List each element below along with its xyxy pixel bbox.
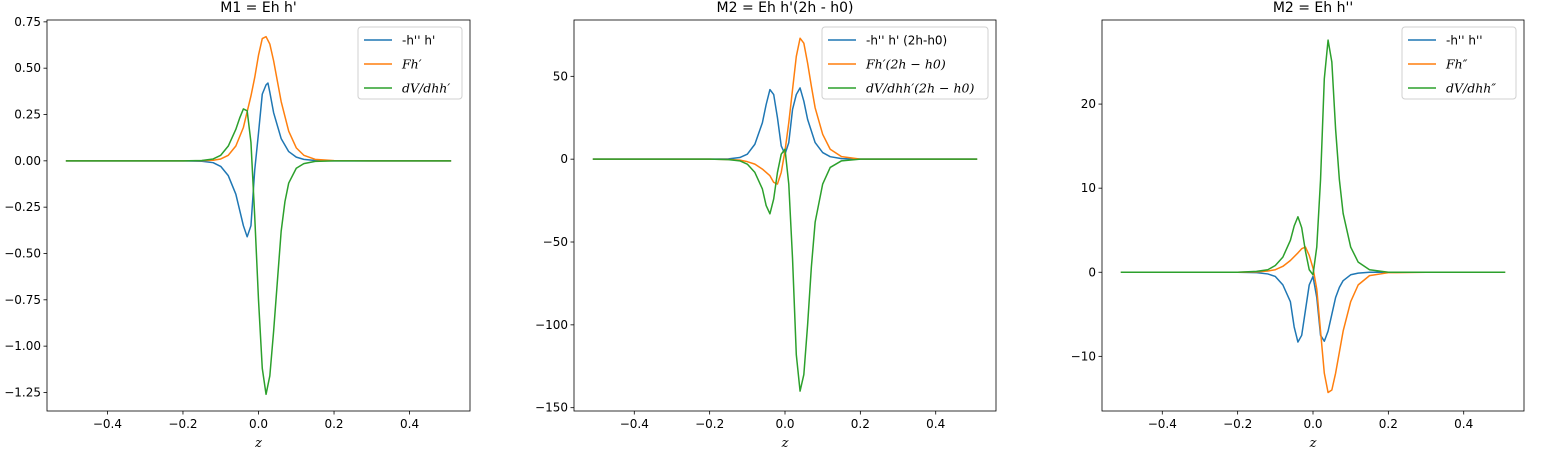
legend: -h'' h' Fh′ dV/dhh′ <box>357 26 463 100</box>
legend-entry: -h'' h'' <box>1446 34 1483 48</box>
y-tick-label: 0.50 <box>14 61 41 75</box>
x-tick-label: 0.0 <box>1303 417 1322 431</box>
x-tick-label: −0.2 <box>168 417 197 431</box>
legend-entry: dV/dhh″ <box>1446 81 1496 96</box>
legend-entry: -h'' h' <box>402 34 435 48</box>
x-tick-label: −0.4 <box>93 417 122 431</box>
legend-box <box>1401 26 1517 100</box>
y-tick-label: −0.50 <box>4 246 41 260</box>
series-line-1 <box>1120 271 1506 343</box>
x-tick-label: −0.4 <box>620 417 649 431</box>
x-tick-label: 0.2 <box>1379 417 1398 431</box>
y-tick-label: 50 <box>553 69 568 83</box>
series-line-1 <box>65 82 452 238</box>
y-tick-label: 20 <box>1081 97 1096 111</box>
series-line-3 <box>65 108 452 396</box>
y-tick-label: −1.25 <box>4 385 41 399</box>
chart-panel-1: −0.4 −0.2 0.0 0.2 0.4 0.75 0.50 0.25 0.00 −0.25 −0… <box>4 0 471 450</box>
y-tick-label: −1.00 <box>4 339 41 353</box>
legend-entry: dV/dhh′(2h − h0) <box>866 81 974 96</box>
x-tick-label: 0.4 <box>926 417 945 431</box>
y-tick-label: 0.00 <box>14 154 41 168</box>
legend-entry: Fh′(2h − h0) <box>865 57 946 72</box>
y-tick-label: −0.75 <box>4 293 41 307</box>
legend-entry: Fh″ <box>1445 57 1468 72</box>
y-tick-label: −0.25 <box>4 200 41 214</box>
x-tick-label: 0.4 <box>400 417 419 431</box>
y-tick-label: −50 <box>543 235 568 249</box>
x-tick-label: −0.2 <box>695 417 724 431</box>
legend-entry: dV/dhh′ <box>402 81 450 96</box>
x-axis-label: z <box>1309 436 1317 450</box>
y-tick-label: −100 <box>535 318 568 332</box>
chart-title: M1 = Eh h' <box>220 0 297 16</box>
x-axis-label: z <box>254 436 262 450</box>
legend-box <box>357 26 463 100</box>
x-tick-label: 0.2 <box>324 417 343 431</box>
chart-title: M2 = Eh h'(2h - h0) <box>717 0 854 16</box>
legend: -h'' h'' Fh″ dV/dhh″ <box>1401 26 1517 100</box>
legend-entry: Fh′ <box>401 57 422 72</box>
y-tick-label: 10 <box>1081 181 1096 195</box>
y-tick-label: 0.75 <box>14 15 41 29</box>
y-tick-label: 0 <box>1088 265 1096 279</box>
y-tick-label: 0.25 <box>14 108 41 122</box>
chart-panel-3: −0.4 −0.2 0.0 0.2 0.4 20 10 0 −10 M2 = Eh h'' z -h'… <box>1071 0 1525 450</box>
y-tick-label: −10 <box>1071 349 1096 363</box>
chart-panel-2: −0.4 −0.2 0.0 0.2 0.4 50 0 −50 −100 −150 M2 = Eh h… <box>535 0 997 450</box>
series-line-3 <box>592 148 978 392</box>
y-tick-label: 0 <box>560 152 568 166</box>
x-tick-label: 0.0 <box>775 417 794 431</box>
x-tick-label: 0.4 <box>1454 417 1473 431</box>
x-tick-label: −0.2 <box>1223 417 1252 431</box>
x-tick-label: 0.2 <box>851 417 870 431</box>
series-line-3 <box>1120 39 1506 276</box>
y-tick-label: −150 <box>535 401 568 415</box>
legend: -h'' h' (2h-h0) Fh′(2h − h0) dV/dhh′(2h − … <box>821 26 989 100</box>
legend-box <box>821 26 989 100</box>
x-axis-label: z <box>781 436 789 450</box>
x-tick-label: −0.4 <box>1148 417 1177 431</box>
series-line-2 <box>1120 246 1506 394</box>
x-tick-label: 0.0 <box>249 417 268 431</box>
chart-title: M2 = Eh h'' <box>1273 0 1353 16</box>
legend-entry: -h'' h' (2h-h0) <box>866 34 947 48</box>
